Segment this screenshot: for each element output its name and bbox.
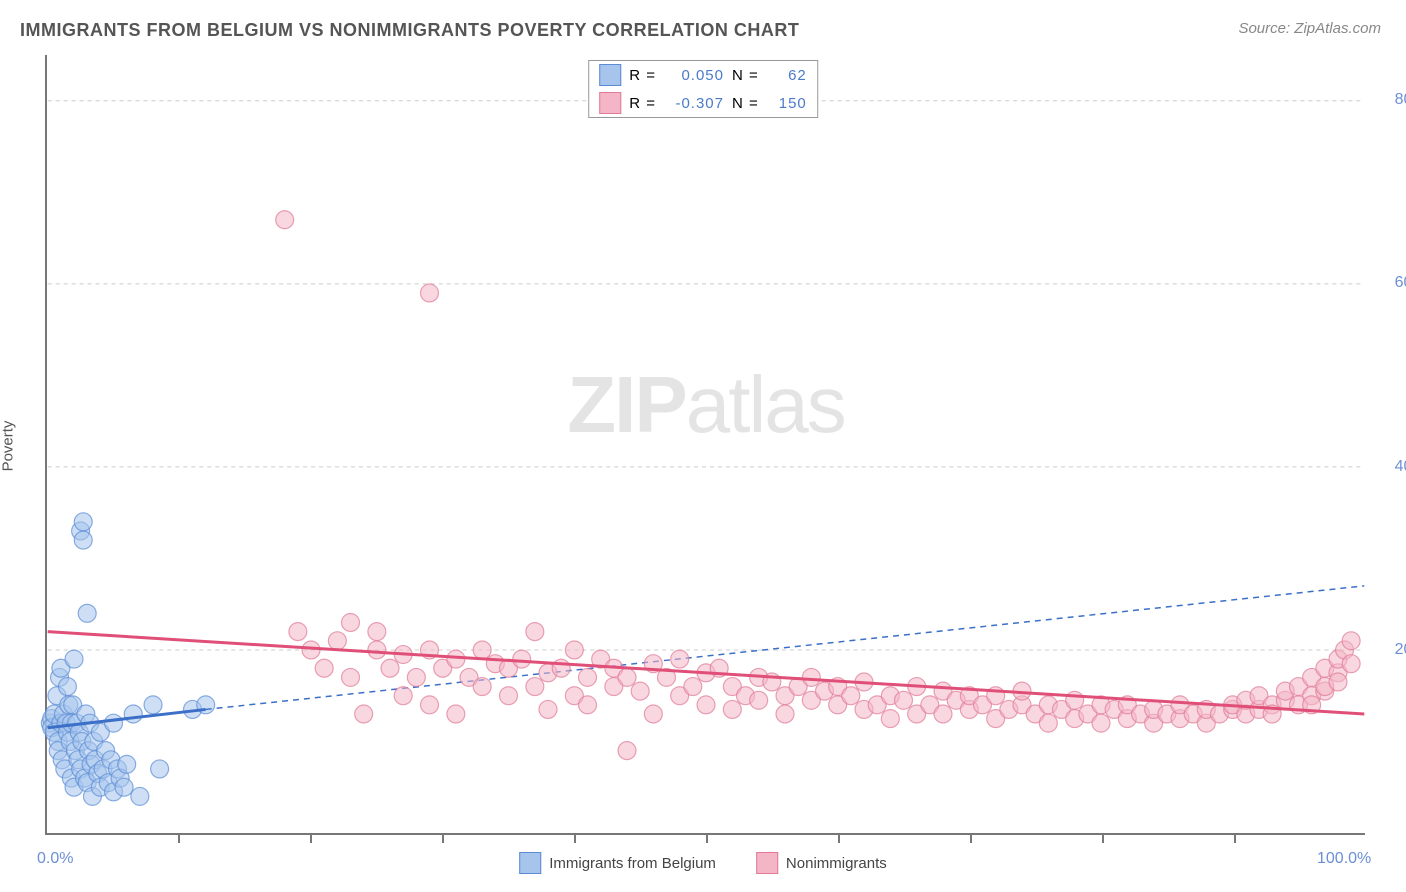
- n-value-1: 150: [767, 95, 807, 112]
- correlation-legend: R = 0.050 N = 62 R = -0.307 N = 150: [588, 60, 818, 118]
- n-value-0: 62: [767, 67, 807, 84]
- chart-container: IMMIGRANTS FROM BELGIUM VS NONIMMIGRANTS…: [0, 0, 1406, 892]
- legend-item-0: Immigrants from Belgium: [519, 852, 716, 874]
- swatch-series-1: [599, 92, 621, 114]
- legend-row-series-1: R = -0.307 N = 150: [589, 89, 817, 117]
- legend-row-series-0: R = 0.050 N = 62: [589, 61, 817, 89]
- x-tick-label: 100.0%: [1317, 850, 1371, 868]
- legend-label-1: Nonimmigrants: [786, 855, 887, 872]
- swatch-bottom-1: [756, 852, 778, 874]
- legend-item-1: Nonimmigrants: [756, 852, 887, 874]
- x-minor-tick: [178, 835, 180, 843]
- x-minor-tick: [310, 835, 312, 843]
- x-minor-tick: [442, 835, 444, 843]
- x-minor-tick: [1102, 835, 1104, 843]
- plot-area: ZIPatlas 20.0%40.0%60.0%80.0%0.0%100.0%: [45, 55, 1365, 835]
- chart-svg: [47, 55, 1365, 833]
- y-tick-label: 80.0%: [1395, 91, 1406, 109]
- x-minor-tick: [1234, 835, 1236, 843]
- source-attribution: Source: ZipAtlas.com: [1238, 20, 1381, 37]
- y-tick-label: 60.0%: [1395, 274, 1406, 292]
- swatch-bottom-0: [519, 852, 541, 874]
- y-tick-label: 40.0%: [1395, 458, 1406, 476]
- x-minor-tick: [574, 835, 576, 843]
- series-legend: Immigrants from Belgium Nonimmigrants: [519, 852, 887, 874]
- legend-label-0: Immigrants from Belgium: [549, 855, 716, 872]
- x-minor-tick: [970, 835, 972, 843]
- swatch-series-0: [599, 64, 621, 86]
- x-tick-label: 0.0%: [37, 850, 73, 868]
- chart-title: IMMIGRANTS FROM BELGIUM VS NONIMMIGRANTS…: [20, 20, 799, 41]
- x-minor-tick: [706, 835, 708, 843]
- y-axis-label: Poverty: [0, 421, 17, 472]
- r-value-0: 0.050: [664, 67, 724, 84]
- x-minor-tick: [838, 835, 840, 843]
- r-value-1: -0.307: [664, 95, 724, 112]
- y-tick-label: 20.0%: [1395, 641, 1406, 659]
